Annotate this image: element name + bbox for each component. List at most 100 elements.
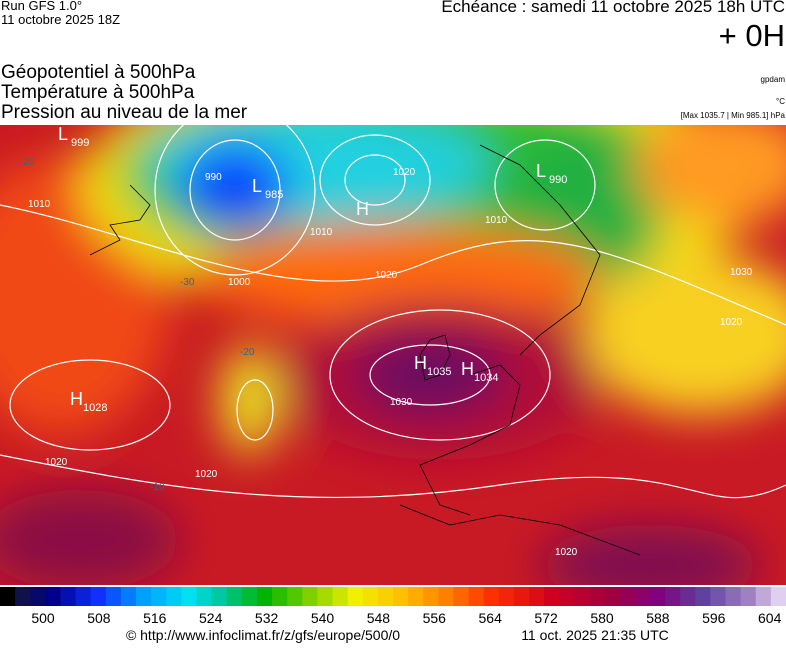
contour-label: 1020 — [393, 167, 416, 178]
colorbar-label: 516 — [143, 610, 167, 626]
lead-time: + 0H — [718, 18, 785, 53]
colorbar-label: 500 — [31, 610, 55, 626]
contour-label: 1030 — [730, 267, 753, 278]
colorbar-cell — [15, 587, 31, 606]
center-value: 1028 — [83, 402, 107, 414]
colorbar-cell — [574, 587, 590, 606]
colorbar-cell — [423, 587, 439, 606]
contour-label: 1020 — [555, 547, 578, 558]
colorbar-cell — [649, 587, 666, 606]
center-value: 1034 — [474, 372, 498, 384]
colorbar-label: 508 — [87, 610, 111, 626]
contour-label: 1020 — [720, 317, 743, 328]
center-symbol: L — [252, 176, 262, 196]
center-symbol: H — [356, 199, 369, 219]
temperature-field — [0, 125, 786, 585]
contour-label: -10 — [150, 482, 165, 493]
colorbar-label: 556 — [423, 610, 447, 626]
contour-label: 1000 — [228, 277, 251, 288]
colorbar-cell — [347, 587, 364, 606]
run-date: 11 octobre 2025 18Z — [1, 12, 121, 27]
colorbar-cell — [136, 587, 152, 606]
colorbar-cell — [272, 587, 288, 606]
run-label: Run GFS 1.0° — [1, 0, 83, 13]
colorbar-cell — [75, 587, 92, 606]
colorbar-cell — [770, 587, 786, 606]
colorbar-cell — [468, 587, 485, 606]
unit: °C — [776, 97, 785, 106]
colorbar-cell — [453, 587, 470, 606]
colorbar-cell — [196, 587, 213, 606]
center-symbol: L — [536, 161, 546, 181]
colorbar-cell — [302, 587, 318, 606]
center-value: 985 — [265, 189, 283, 201]
contour-label: 1010 — [28, 199, 51, 210]
echeance: Echéance : samedi 11 octobre 2025 18h UT… — [441, 0, 785, 16]
colorbar: © http://www.infoclimat.fr/z/gfs/europe/… — [0, 587, 786, 643]
contour-label: -30 — [180, 277, 195, 288]
contour-label: 1020 — [195, 469, 218, 480]
colorbar-label: 588 — [646, 610, 670, 626]
colorbar-cell — [211, 587, 228, 606]
colorbar-cell — [710, 587, 727, 606]
colorbar-cell — [226, 587, 243, 606]
footer-url: © http://www.infoclimat.fr/z/gfs/europe/… — [126, 627, 400, 643]
colorbar-cell — [287, 587, 303, 606]
colorbar-cell — [634, 587, 651, 606]
colorbar-cell — [559, 587, 575, 606]
contour-label: -20 — [20, 157, 35, 168]
colorbar-cell — [256, 587, 273, 606]
colorbar-label: 596 — [702, 610, 726, 626]
colorbar-label: 604 — [758, 610, 782, 626]
colorbar-cell — [377, 587, 394, 606]
center-symbol: H — [461, 359, 474, 379]
unit: [Max 1035.7 | Min 985.1] hPa — [680, 111, 785, 120]
colorbar-cell — [513, 587, 530, 606]
colorbar-cell — [105, 587, 122, 606]
colorbar-cell — [393, 587, 409, 606]
title-line: Pression au niveau de la mer — [1, 102, 248, 123]
center-symbol: H — [414, 353, 427, 373]
colorbar-label: 572 — [534, 610, 558, 626]
colorbar-cell — [45, 587, 61, 606]
center-value: 999 — [71, 137, 89, 149]
contour-label: 1020 — [45, 457, 68, 468]
center-symbol: H — [70, 389, 83, 409]
colorbar-cell — [529, 587, 545, 606]
contour-label: 1030 — [390, 397, 413, 408]
contour-label: 1010 — [485, 215, 508, 226]
colorbar-label: 548 — [367, 610, 391, 626]
title-line: Température à 500hPa — [1, 82, 195, 103]
colorbar-cell — [120, 587, 137, 606]
colorbar-cell — [332, 587, 349, 606]
contour-label: 990 — [205, 172, 222, 183]
colorbar-cell — [695, 587, 711, 606]
colorbar-cell — [0, 587, 16, 606]
colorbar-cell — [619, 587, 636, 606]
colorbar-cell — [438, 587, 454, 606]
colorbar-cell — [317, 587, 334, 606]
coastlines — [89, 144, 641, 556]
colorbar-cell — [725, 587, 742, 606]
colorbar-cell — [755, 587, 772, 606]
colorbar-cell — [241, 587, 258, 606]
colorbar-cell — [680, 587, 696, 606]
colorbar-cell — [90, 587, 107, 606]
colorbar-cell — [151, 587, 167, 606]
colorbar-cell — [589, 587, 606, 606]
colorbar-cell — [408, 587, 424, 606]
title-line: Géopotentiel à 500hPa — [1, 62, 196, 83]
colorbar-cell — [544, 587, 560, 606]
colorbar-label: 564 — [479, 610, 503, 626]
colorbar-label: 540 — [311, 610, 335, 626]
colorbar-cell — [740, 587, 757, 606]
colorbar-label: 524 — [199, 610, 223, 626]
colorbar-label: 580 — [590, 610, 614, 626]
contour-label: 1020 — [375, 270, 398, 281]
contour-label: 1010 — [310, 227, 333, 238]
colorbar-cell — [483, 587, 500, 606]
center-value: 1035 — [427, 366, 451, 378]
colorbar-cell — [166, 587, 182, 606]
unit: gpdam — [760, 75, 785, 84]
